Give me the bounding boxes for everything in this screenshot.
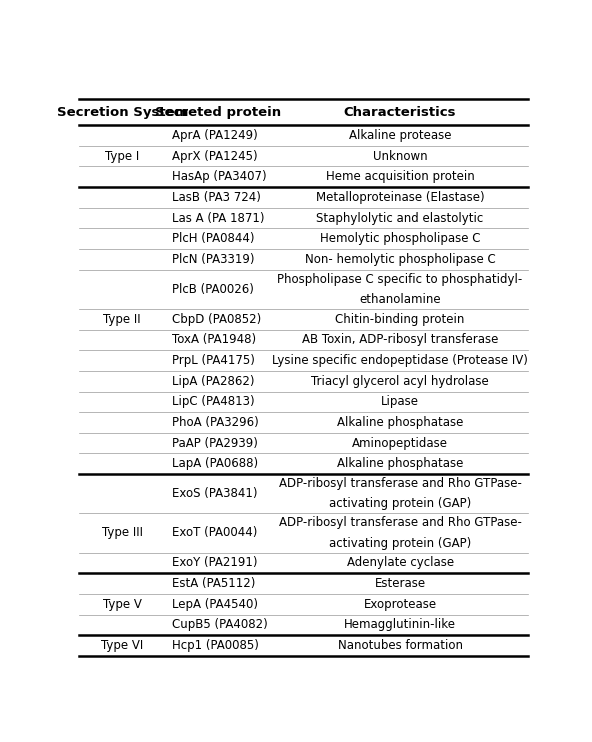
Text: Adenylate cyclase: Adenylate cyclase <box>346 556 453 569</box>
Text: ExoY (PA2191): ExoY (PA2191) <box>172 556 257 569</box>
Text: Esterase: Esterase <box>375 577 426 590</box>
Text: Hcp1 (PA0085): Hcp1 (PA0085) <box>172 639 259 652</box>
Text: EstA (PA5112): EstA (PA5112) <box>172 577 255 590</box>
Text: Type I: Type I <box>105 150 139 162</box>
Text: PlcB (PA0026): PlcB (PA0026) <box>172 283 253 296</box>
Text: Aminopeptidase: Aminopeptidase <box>352 436 448 450</box>
Text: ExoS (PA3841): ExoS (PA3841) <box>172 487 257 500</box>
Text: CbpD (PA0852): CbpD (PA0852) <box>172 312 261 326</box>
Text: ToxA (PA1948): ToxA (PA1948) <box>172 333 256 347</box>
Text: Alkaline phosphatase: Alkaline phosphatase <box>337 416 464 429</box>
Text: Type V: Type V <box>103 598 141 611</box>
Text: Characteristics: Characteristics <box>344 105 456 119</box>
Text: Lipase: Lipase <box>381 395 419 408</box>
Text: Unknown: Unknown <box>373 150 427 162</box>
Text: Type VI: Type VI <box>101 639 143 652</box>
Text: activating protein (GAP): activating protein (GAP) <box>329 497 471 510</box>
Text: Las A (PA 1871): Las A (PA 1871) <box>172 211 264 225</box>
Text: Phospholipase C specific to phosphatidyl-: Phospholipase C specific to phosphatidyl… <box>278 272 523 286</box>
Text: ADP-ribosyl transferase and Rho GTPase-: ADP-ribosyl transferase and Rho GTPase- <box>279 477 522 490</box>
Text: Lysine specific endopeptidase (Protease IV): Lysine specific endopeptidase (Protease … <box>272 354 528 367</box>
Text: Secreted protein: Secreted protein <box>155 105 281 119</box>
Text: Hemagglutinin-like: Hemagglutinin-like <box>344 618 456 631</box>
Text: Chitin-binding protein: Chitin-binding protein <box>336 312 465 326</box>
Text: AB Toxin, ADP-ribosyl transferase: AB Toxin, ADP-ribosyl transferase <box>302 333 498 347</box>
Text: LapA (PA0688): LapA (PA0688) <box>172 457 258 470</box>
Text: LasB (PA3 724): LasB (PA3 724) <box>172 191 260 204</box>
Text: PrpL (PA4175): PrpL (PA4175) <box>172 354 255 367</box>
Text: Type II: Type II <box>104 312 141 326</box>
Text: ADP-ribosyl transferase and Rho GTPase-: ADP-ribosyl transferase and Rho GTPase- <box>279 516 522 529</box>
Text: Type III: Type III <box>102 526 143 539</box>
Text: Alkaline protease: Alkaline protease <box>349 129 451 142</box>
Text: Exoprotease: Exoprotease <box>363 598 437 611</box>
Text: PaAP (PA2939): PaAP (PA2939) <box>172 436 258 450</box>
Text: CupB5 (PA4082): CupB5 (PA4082) <box>172 618 268 631</box>
Text: AprA (PA1249): AprA (PA1249) <box>172 129 258 142</box>
Text: LipA (PA2862): LipA (PA2862) <box>172 375 254 387</box>
Text: Triacyl glycerol acyl hydrolase: Triacyl glycerol acyl hydrolase <box>311 375 489 387</box>
Text: Nanotubes formation: Nanotubes formation <box>337 639 462 652</box>
Text: ethanolamine: ethanolamine <box>359 293 441 306</box>
Text: Heme acquisition protein: Heme acquisition protein <box>326 170 474 183</box>
Text: Hemolytic phospholipase C: Hemolytic phospholipase C <box>320 232 480 245</box>
Text: AprX (PA1245): AprX (PA1245) <box>172 150 258 162</box>
Text: Staphylolytic and elastolytic: Staphylolytic and elastolytic <box>317 211 484 225</box>
Text: LipC (PA4813): LipC (PA4813) <box>172 395 255 408</box>
Text: HasAp (PA3407): HasAp (PA3407) <box>172 170 266 183</box>
Text: Alkaline phosphatase: Alkaline phosphatase <box>337 457 464 470</box>
Text: Non- hemolytic phospholipase C: Non- hemolytic phospholipase C <box>305 253 496 266</box>
Text: LepA (PA4540): LepA (PA4540) <box>172 598 258 611</box>
Text: PlcN (PA3319): PlcN (PA3319) <box>172 253 254 266</box>
Text: ExoT (PA0044): ExoT (PA0044) <box>172 526 257 539</box>
Text: activating protein (GAP): activating protein (GAP) <box>329 536 471 550</box>
Text: PlcH (PA0844): PlcH (PA0844) <box>172 232 254 245</box>
Text: PhoA (PA3296): PhoA (PA3296) <box>172 416 259 429</box>
Text: Metalloproteinase (Elastase): Metalloproteinase (Elastase) <box>316 191 484 204</box>
Text: Secretion System: Secretion System <box>56 105 188 119</box>
